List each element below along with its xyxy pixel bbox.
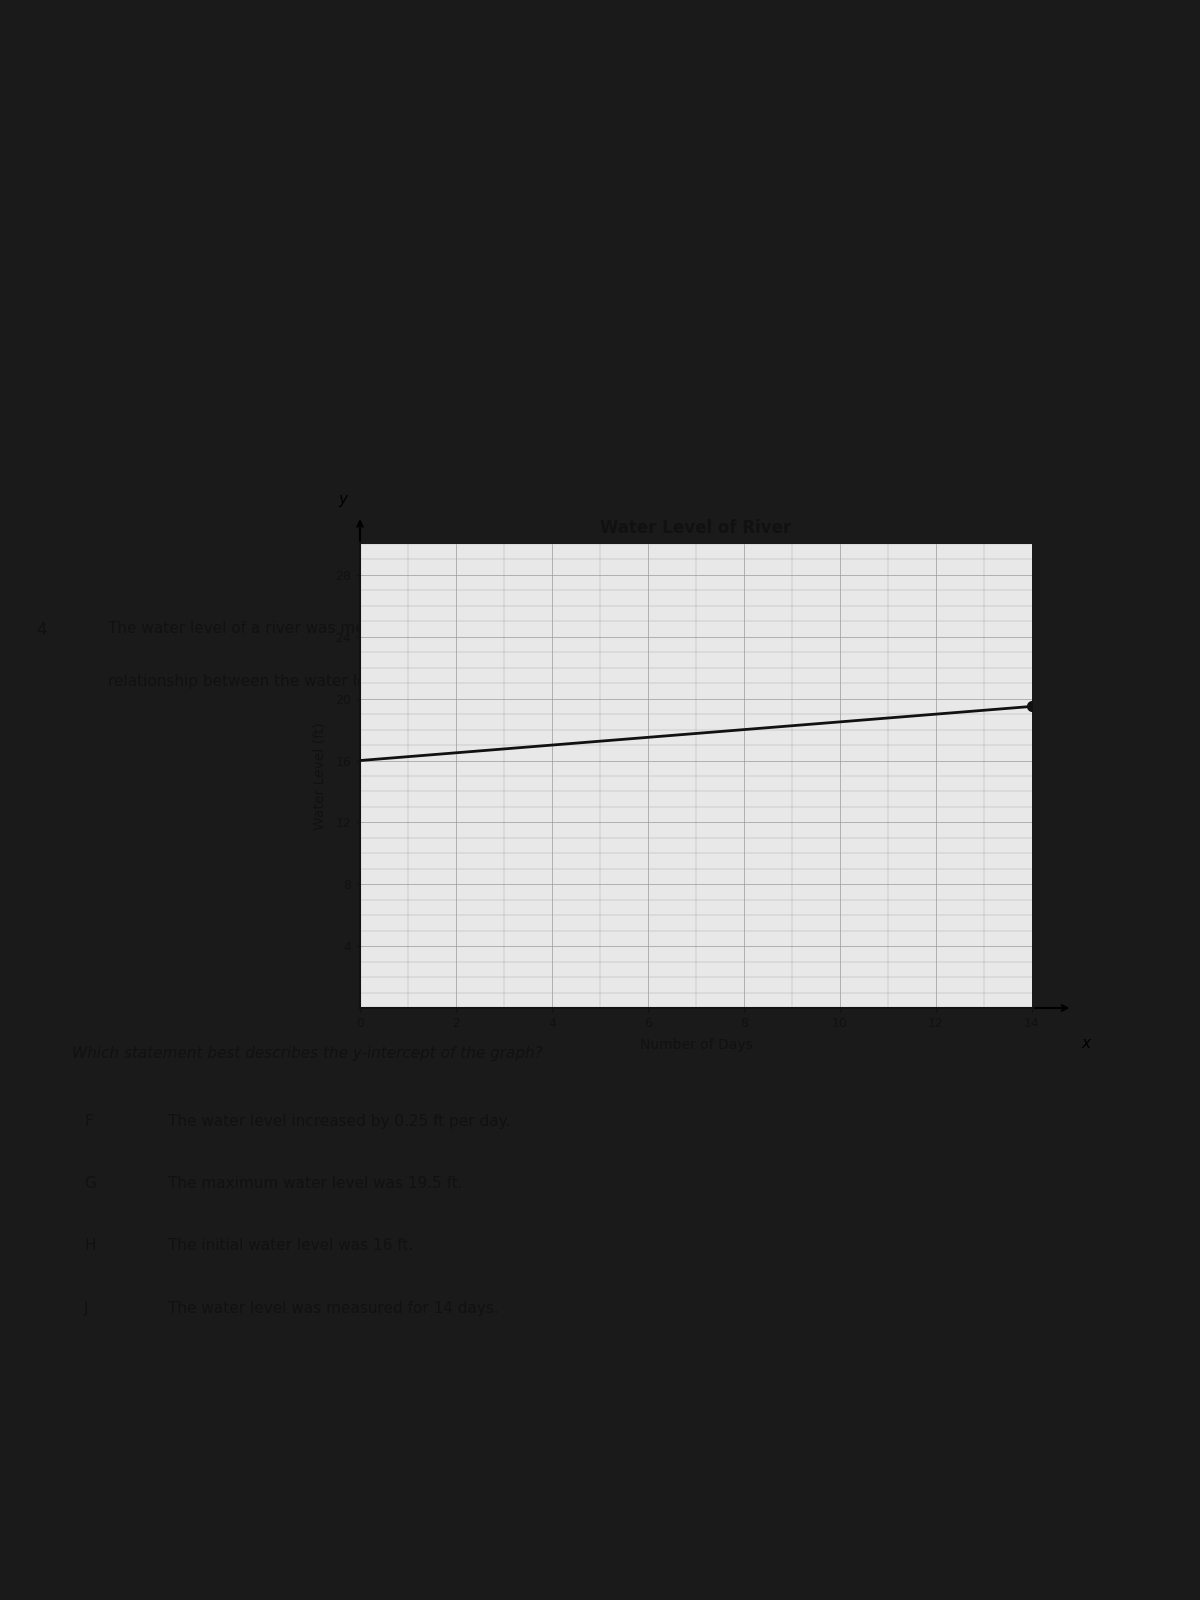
Title: Water Level of River: Water Level of River — [600, 518, 792, 538]
Text: H: H — [84, 1238, 96, 1253]
Text: F: F — [84, 1114, 92, 1128]
Text: y: y — [338, 491, 348, 507]
Y-axis label: Water Level (ft): Water Level (ft) — [313, 722, 326, 830]
Text: The water level was measured for 14 days.: The water level was measured for 14 days… — [168, 1301, 499, 1315]
Text: x: x — [1081, 1035, 1091, 1051]
X-axis label: Number of Days: Number of Days — [640, 1038, 752, 1053]
Text: Which statement best describes the y-intercept of the graph?: Which statement best describes the y-int… — [72, 1046, 542, 1061]
Text: The maximum water level was 19.5 ft.: The maximum water level was 19.5 ft. — [168, 1176, 463, 1190]
Text: relationship between the water level of the river in feet and the number of days: relationship between the water level of … — [108, 674, 964, 688]
Text: G: G — [84, 1176, 96, 1190]
Point — [1022, 694, 1042, 720]
Text: The water level increased by 0.25 ft per day.: The water level increased by 0.25 ft per… — [168, 1114, 510, 1128]
Text: J: J — [84, 1301, 89, 1315]
Text: 4: 4 — [36, 621, 47, 638]
Text: The initial water level was 16 ft.: The initial water level was 16 ft. — [168, 1238, 413, 1253]
Text: The water level of a river was measured each day during a two-week period. The g: The water level of a river was measured … — [108, 621, 920, 635]
